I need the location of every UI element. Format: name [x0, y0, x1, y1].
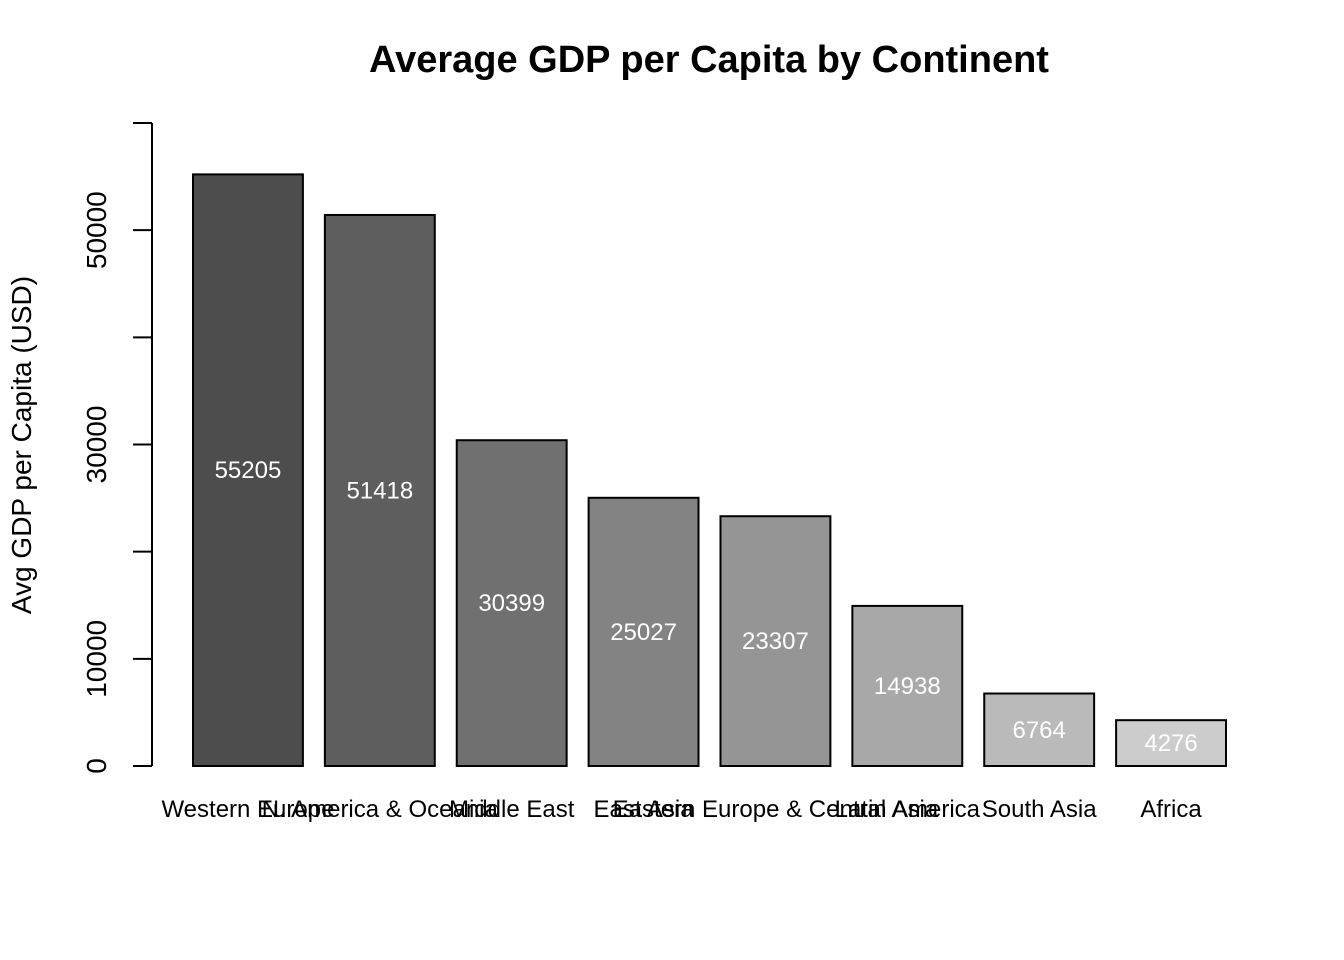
category-label: South Asia	[982, 796, 1097, 823]
y-tick-label: 0	[81, 758, 112, 774]
bar	[1115, 719, 1227, 768]
y-tick-label: 10000	[81, 620, 112, 698]
bar	[587, 496, 700, 767]
bar-value-label: 6764	[1012, 717, 1065, 744]
bar	[455, 439, 568, 767]
bar-value-label: 25027	[610, 619, 677, 646]
y-axis: 0 10000 30000 50000	[81, 122, 153, 774]
y-tick-label: 30000	[81, 406, 112, 484]
category-label: Middle East	[449, 796, 575, 823]
bar	[851, 604, 964, 767]
category-label: East Asia	[594, 796, 695, 823]
y-axis-label: Avg GDP per Capita (USD)	[6, 276, 37, 614]
category-label: Western Europe	[161, 796, 334, 823]
bar-value-label: 14938	[874, 673, 941, 700]
bar-value-label: 55205	[215, 457, 282, 484]
category-label: Africa	[1140, 796, 1202, 823]
bar-value-label: 51418	[346, 477, 413, 504]
category-label: Eastern Europe & Central Asia	[613, 796, 939, 823]
bar	[323, 213, 436, 767]
bar-value-label: 4276	[1144, 730, 1197, 757]
bar	[719, 515, 832, 767]
bar-value-label: 30399	[478, 590, 545, 617]
bar	[983, 692, 1096, 767]
y-tick-label: 50000	[81, 191, 112, 269]
bars-group: 55205 51418 30399 25027 23307 14938 6764 4276	[192, 173, 1227, 768]
bar	[192, 173, 304, 767]
chart-title: Average GDP per Capita by Continent	[369, 39, 1049, 81]
bar-value-label: 23307	[742, 628, 809, 655]
category-label: Latin America	[835, 796, 981, 823]
category-label: N. America & Oceania	[262, 796, 499, 823]
